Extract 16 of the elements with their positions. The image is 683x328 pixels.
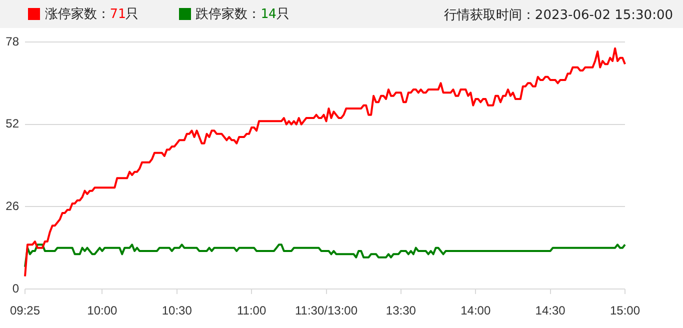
- x-tick-label: 15:00: [610, 304, 640, 318]
- legend-label: 涨停家数：71只: [45, 7, 139, 22]
- legend-label: 跌停家数：14只: [196, 7, 290, 22]
- x-tick-label: 14:30: [535, 304, 566, 318]
- x-tick-label: 10:00: [87, 304, 118, 318]
- x-tick-label: 10:30: [162, 304, 192, 318]
- x-tick-label: 14:00: [460, 304, 491, 318]
- x-tick-label: 13:30: [386, 304, 416, 318]
- text: 行情获取时间：2023-06-02 15:30:00: [444, 7, 673, 24]
- x-tick-label: 09:25: [10, 304, 40, 318]
- y-tick-label: 26: [6, 198, 20, 213]
- x-tick-label: 11:30/13:00: [294, 304, 358, 318]
- y-tick-label: 52: [6, 116, 20, 131]
- x-tick-label: 11:00: [236, 304, 266, 318]
- y-tick-label: 78: [6, 34, 20, 48]
- y-tick-label: 0: [12, 281, 20, 296]
